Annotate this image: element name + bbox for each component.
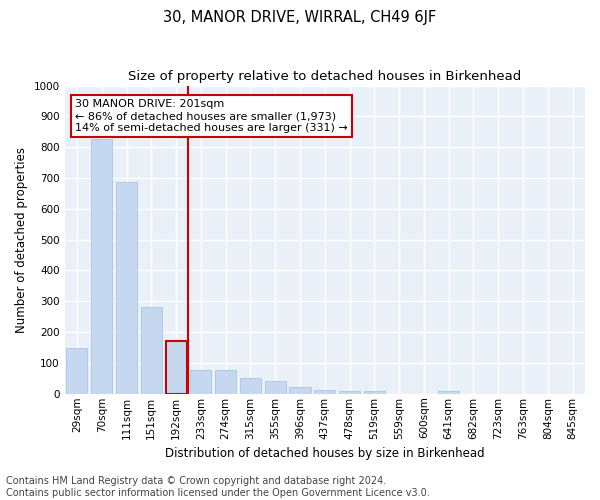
X-axis label: Distribution of detached houses by size in Birkenhead: Distribution of detached houses by size … bbox=[165, 447, 485, 460]
Bar bbox=[190, 370, 211, 394]
Bar bbox=[265, 382, 286, 394]
Text: Contains HM Land Registry data © Crown copyright and database right 2024.
Contai: Contains HM Land Registry data © Crown c… bbox=[6, 476, 430, 498]
Bar bbox=[166, 341, 187, 394]
Bar bbox=[314, 390, 335, 394]
Bar bbox=[438, 390, 459, 394]
Bar bbox=[240, 378, 261, 394]
Bar bbox=[364, 392, 385, 394]
Bar bbox=[141, 308, 162, 394]
Bar bbox=[116, 182, 137, 394]
Bar bbox=[67, 348, 88, 394]
Y-axis label: Number of detached properties: Number of detached properties bbox=[15, 146, 28, 332]
Text: 30, MANOR DRIVE, WIRRAL, CH49 6JF: 30, MANOR DRIVE, WIRRAL, CH49 6JF bbox=[163, 10, 437, 25]
Bar bbox=[91, 138, 112, 394]
Title: Size of property relative to detached houses in Birkenhead: Size of property relative to detached ho… bbox=[128, 70, 521, 83]
Bar bbox=[215, 370, 236, 394]
Bar bbox=[289, 387, 311, 394]
Bar bbox=[339, 392, 360, 394]
Text: 30 MANOR DRIVE: 201sqm
← 86% of detached houses are smaller (1,973)
14% of semi-: 30 MANOR DRIVE: 201sqm ← 86% of detached… bbox=[75, 100, 348, 132]
